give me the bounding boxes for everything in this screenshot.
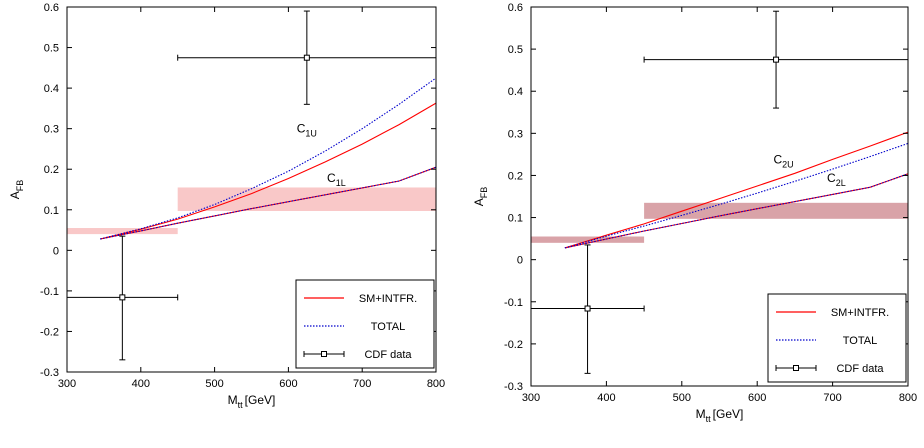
data-marker — [119, 294, 126, 301]
x-axis-label-sub: tt — [238, 400, 244, 410]
total-curve — [564, 142, 909, 249]
x-axis-label-main: M — [696, 407, 706, 421]
y-axis-label: AFB — [472, 187, 489, 207]
y-tick-label: -0.2 — [504, 339, 523, 351]
legend-label: SM+INTFR. — [359, 293, 417, 305]
y-axis-label-main: A — [472, 198, 486, 206]
y-tick-label: 0.2 — [508, 170, 523, 182]
legend-label: SM+INTFR. — [831, 307, 889, 319]
x-tick-label: 800 — [427, 378, 445, 390]
y-tick-label: 0.1 — [508, 213, 523, 225]
y-tick-label: 0.3 — [508, 128, 523, 140]
total-curve — [564, 173, 909, 249]
x-axis-label-unit: [GeV] — [713, 407, 744, 421]
total-curve — [100, 77, 437, 240]
uncertainty-band — [177, 187, 436, 211]
legend-label: TOTAL — [843, 335, 877, 347]
x-axis-label-main: M — [228, 393, 238, 407]
x-axis-label: Mtt [GeV] — [696, 407, 744, 424]
legend: SM+INTFR. TOTAL CDF data — [295, 279, 435, 369]
x-tick-label: 800 — [899, 392, 917, 404]
x-axis-label-unit: [GeV] — [245, 393, 276, 407]
legend: SM+INTFR. TOTAL CDF data — [767, 293, 907, 383]
curve-annotation-sub: 2L — [836, 178, 846, 188]
x-tick-label: 700 — [353, 378, 371, 390]
y-tick-label: -0.1 — [504, 297, 523, 309]
sm-intfr-curve — [100, 102, 437, 240]
uncertainty-band — [531, 236, 645, 243]
y-axis-label-sub: FB — [15, 180, 25, 192]
cdf-data-point — [530, 244, 645, 374]
data-marker — [773, 56, 780, 63]
curve-annotation: C1L — [327, 171, 346, 188]
plot-frame — [66, 6, 437, 373]
x-tick-label: 500 — [205, 378, 223, 390]
y-tick-label: -0.2 — [40, 326, 59, 338]
legend-box — [295, 279, 435, 369]
x-tick-label: 400 — [132, 378, 150, 390]
x-tick-label: 300 — [522, 392, 540, 404]
x-tick-label: 700 — [823, 392, 841, 404]
y-tick-label: 0.6 — [508, 2, 523, 14]
curve-annotation-sub: 2U — [782, 160, 794, 170]
curve-annotation: C2L — [827, 171, 846, 188]
sm-intfr-curve — [564, 131, 909, 249]
y-axis-label-main: A — [8, 191, 22, 199]
y-tick-label: 0.5 — [508, 44, 523, 56]
cdf-data-point — [177, 10, 437, 105]
y-tick-label: 0.1 — [44, 205, 59, 217]
y-tick-label: 0.4 — [44, 83, 59, 95]
y-tick-label: 0.3 — [44, 124, 59, 136]
y-tick-label: -0.3 — [40, 367, 59, 379]
y-tick-label: 0.6 — [44, 2, 59, 14]
legend-box — [767, 293, 907, 383]
curve-annotation-sub: 1L — [336, 178, 346, 188]
y-tick-label: 0.4 — [508, 86, 523, 98]
y-tick-label: 0.5 — [44, 43, 59, 55]
x-tick-label: 500 — [673, 392, 691, 404]
data-marker — [303, 54, 310, 61]
x-tick-label: 400 — [597, 392, 615, 404]
x-tick-label: 300 — [58, 378, 76, 390]
y-tick-label: -0.1 — [40, 286, 59, 298]
y-tick-label: 0 — [53, 245, 59, 257]
legend-label: TOTAL — [371, 321, 405, 333]
curve-annotation-sub: 1U — [305, 129, 317, 139]
y-axis-label: AFB — [8, 180, 25, 200]
x-axis-label-sub: tt — [706, 414, 712, 424]
x-axis-label: Mtt [GeV] — [228, 393, 276, 410]
uncertainty-band — [67, 228, 178, 235]
curve-annotation-main: C — [297, 122, 306, 136]
curve-annotation-main: C — [773, 153, 782, 167]
curve-annotation: C1U — [297, 122, 317, 139]
y-axis-label-sub: FB — [479, 187, 489, 199]
x-tick-label: 600 — [748, 392, 766, 404]
right-chart: 300 400 500 600 700 800 -0.3 -0.2 -0.1 0 0.1 0.2 0.3… — [472, 2, 917, 424]
cdf-data-point — [643, 10, 909, 109]
curve-annotation-main: C — [327, 171, 336, 185]
plot-frame — [530, 6, 909, 387]
legend-swatch-marker — [321, 351, 327, 357]
x-tick-label: 600 — [279, 378, 297, 390]
y-tick-label: -0.3 — [504, 381, 523, 393]
y-tick-label: 0.2 — [44, 164, 59, 176]
legend-label: CDF data — [836, 363, 884, 375]
y-tick-label: 0 — [517, 255, 523, 267]
legend-swatch-marker — [793, 365, 799, 371]
left-chart: 300 400 500 600 700 800 -0.3 -0.2 -0.1 0 0.1 0.2 0.3… — [8, 2, 445, 410]
data-marker — [584, 305, 591, 312]
curve-annotation: C2U — [773, 153, 793, 170]
cdf-data-point — [66, 235, 179, 361]
total-curve — [100, 166, 437, 240]
curve-annotation-main: C — [827, 171, 836, 185]
legend-label: CDF data — [364, 349, 412, 361]
